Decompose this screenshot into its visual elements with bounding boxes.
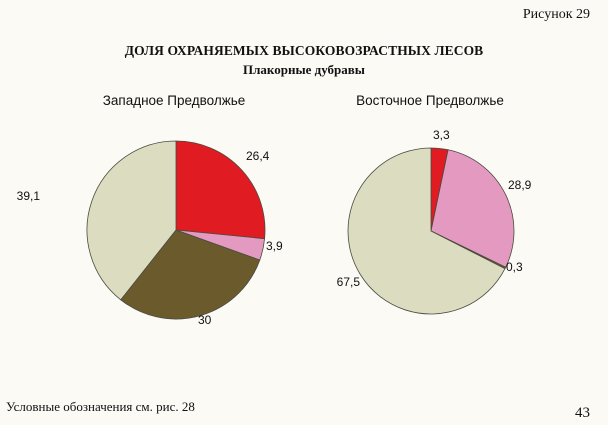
pie-west-slice-4 [86,140,177,301]
pie-east-slice-4 [347,147,506,315]
pie-west-label-2: 3,9 [266,239,283,253]
pie-west-label-1: 26,4 [246,149,270,163]
pie-west-slice-1 [175,140,266,240]
chart-title: ДОЛЯ ОХРАНЯЕМЫХ ВЫСОКОВОЗРАСТНЫХ ЛЕСОВ [124,43,484,58]
pie-east-label-3: 0,3 [506,260,523,274]
pie-west-title: Западное Предволжье [102,93,246,108]
pie-east-label-4: 67,5 [337,275,361,289]
pie-east-title: Восточное Предволжье [356,93,504,108]
pie-west-label-3: 30 [198,313,212,327]
pie-east-label-2: 28,9 [508,178,532,192]
figure-label: Рисунок 29 [522,7,590,22]
pie-east: 3,3 28,9 0,3 67,5 [337,128,532,315]
pie-west: 26,4 3,9 30 39,1 [17,140,283,327]
pie-west-slice-3 [120,229,261,320]
pie-west-label-4: 39,1 [17,189,41,203]
page-number: 43 [575,405,590,421]
legend-note: Условные обозначения см. рис. 28 [6,399,195,414]
pie-east-label-1: 3,3 [433,128,450,142]
chart-subtitle: Плакорные дубравы [243,62,365,77]
pie-east-slice-2 [430,149,515,268]
